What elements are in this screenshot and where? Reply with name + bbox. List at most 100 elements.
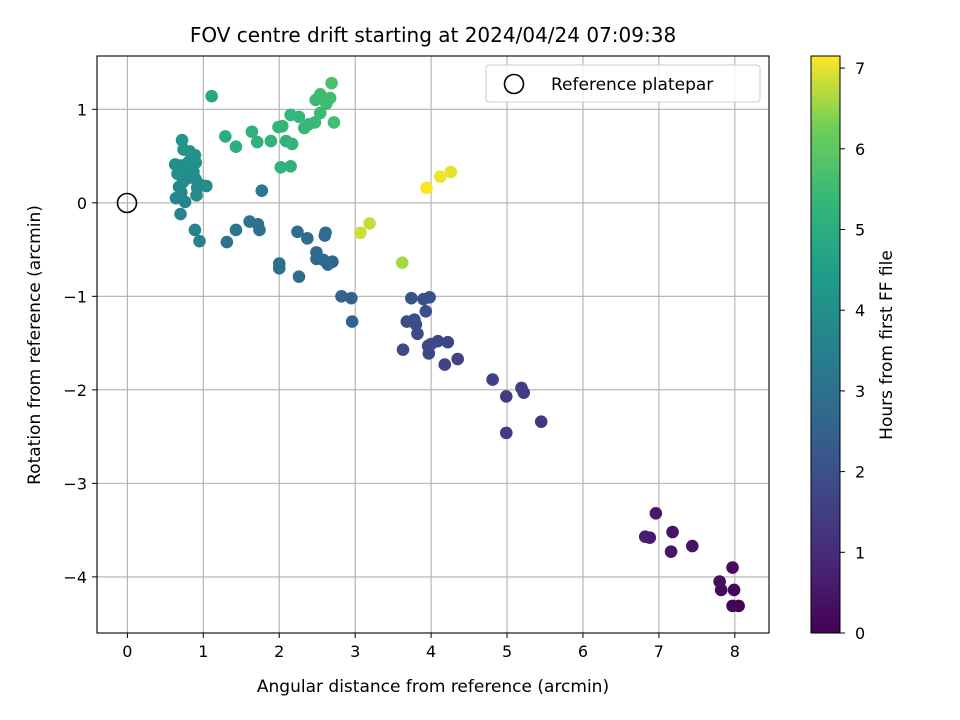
data-point: [229, 223, 243, 237]
x-axis-ticks: 0 1 2 3 4 5 6 7 8: [122, 633, 740, 661]
data-point: [291, 225, 304, 239]
x-tick-label: 5: [502, 642, 512, 661]
colorbar-tick-label: 4: [855, 301, 865, 320]
data-points: [168, 76, 745, 613]
x-tick-label: 8: [730, 642, 740, 661]
data-point: [190, 189, 203, 202]
data-point: [726, 599, 739, 613]
data-point: [292, 110, 306, 124]
colorbar: [810, 55, 841, 634]
colorbar-tick-label: 3: [855, 382, 865, 401]
data-point: [649, 506, 663, 520]
data-point: [274, 160, 288, 174]
colorbar-tick-label: 1: [855, 543, 865, 562]
data-point: [396, 343, 410, 356]
x-axis-label: Angular distance from reference (arcmin): [257, 677, 609, 697]
y-tick-label: −4: [63, 568, 87, 587]
data-point: [666, 525, 679, 539]
data-point: [515, 381, 528, 395]
data-point: [323, 91, 337, 105]
y-tick-label: 0: [77, 194, 87, 213]
x-tick-label: 6: [578, 642, 588, 661]
y-tick-label: −3: [63, 474, 87, 493]
legend-marker: [503, 73, 525, 95]
data-point: [200, 179, 213, 193]
colorbar-tick-label: 7: [855, 59, 865, 78]
y-axis-ticks: −4 −3 −2 −1 0 1: [63, 100, 97, 587]
reference-marker: [116, 192, 138, 214]
data-point: [726, 561, 739, 574]
data-point: [441, 335, 455, 349]
data-point: [408, 313, 421, 327]
data-point: [433, 170, 447, 183]
y-axis-label: Rotation from reference (arcmin): [25, 205, 45, 485]
data-point: [229, 140, 243, 154]
y-tick-label: −1: [63, 287, 87, 306]
data-point: [319, 226, 332, 240]
data-point: [313, 106, 327, 120]
data-point: [255, 184, 269, 197]
data-point: [405, 291, 418, 305]
data-point: [486, 373, 499, 386]
data-point: [175, 133, 189, 147]
data-point: [220, 235, 234, 249]
data-point: [417, 292, 430, 306]
legend-label: Reference platepar: [551, 75, 713, 95]
data-point: [664, 545, 678, 558]
data-point: [727, 583, 741, 597]
x-tick-label: 3: [350, 642, 360, 661]
x-tick-label: 1: [198, 642, 208, 661]
data-point: [335, 290, 348, 303]
data-point: [451, 352, 464, 366]
colorbar-label: Hours from first FF file: [877, 250, 897, 440]
chart-title: FOV centre drift starting at 2024/04/24 …: [190, 23, 676, 47]
data-point: [313, 88, 327, 101]
data-point: [419, 305, 433, 318]
data-point: [354, 226, 367, 240]
data-point: [188, 223, 202, 237]
data-point: [327, 116, 341, 129]
data-point: [395, 256, 409, 269]
data-point: [420, 181, 433, 195]
plot-frame: [96, 55, 770, 634]
y-tick-label: −2: [63, 381, 87, 400]
data-point: [171, 167, 184, 181]
data-point: [177, 143, 190, 156]
colorbar-ticks: 0 1 2 3 4 5 6 7: [840, 59, 865, 643]
data-point: [285, 137, 299, 151]
data-point: [345, 315, 359, 328]
data-point: [713, 575, 726, 588]
data-point: [243, 215, 256, 228]
y-tick-label: 1: [77, 100, 87, 119]
data-point: [686, 539, 699, 553]
x-tick-label: 2: [274, 642, 284, 661]
data-point: [363, 217, 376, 230]
data-point: [284, 160, 297, 173]
data-point: [534, 415, 548, 428]
x-tick-label: 0: [122, 642, 132, 661]
data-point: [245, 125, 259, 139]
data-point: [444, 165, 458, 179]
data-point: [264, 134, 278, 148]
data-point: [219, 130, 232, 143]
colorbar-tick-label: 2: [855, 463, 865, 482]
legend: Reference platepar: [485, 64, 761, 103]
data-point: [174, 207, 187, 221]
data-point: [638, 530, 652, 543]
data-point: [301, 232, 314, 245]
colorbar-tick-label: 6: [855, 140, 865, 159]
data-point: [193, 234, 206, 248]
colorbar-tick-label: 5: [855, 221, 865, 240]
x-tick-label: 7: [654, 642, 664, 661]
data-point: [345, 291, 358, 305]
data-point: [499, 390, 513, 403]
data-point: [438, 358, 452, 371]
data-point: [310, 246, 323, 259]
data-point: [292, 270, 306, 284]
colorbar-tick-label: 0: [855, 624, 865, 643]
data-point: [250, 135, 264, 149]
data-point: [308, 116, 322, 129]
data-point: [205, 89, 218, 103]
data-point: [499, 426, 513, 440]
